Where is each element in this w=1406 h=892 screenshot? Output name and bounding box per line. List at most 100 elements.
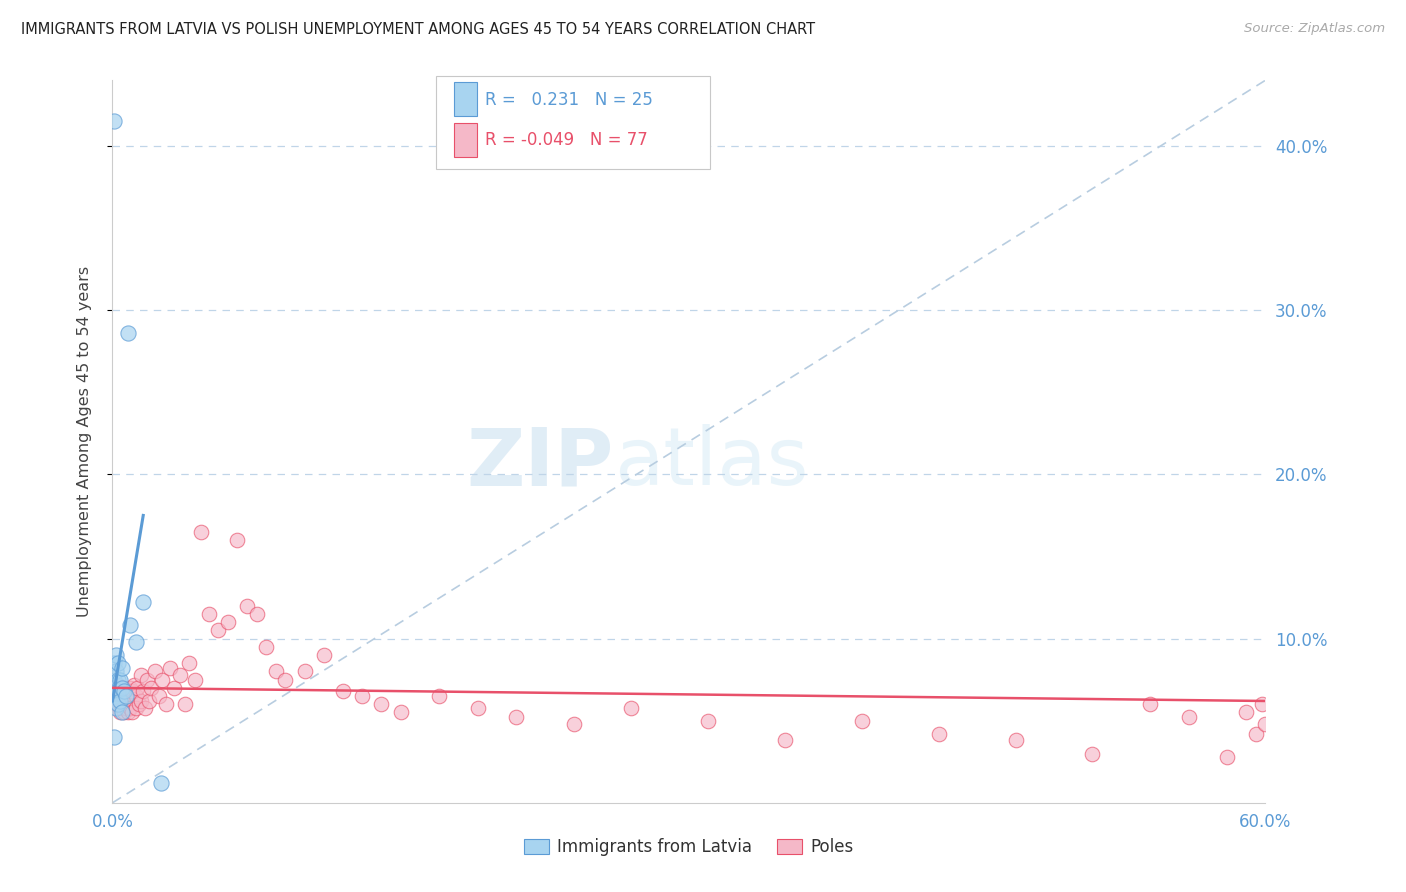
Text: R =   0.231   N = 25: R = 0.231 N = 25 (485, 91, 652, 109)
Point (773, 733, 796, 747)
Point (121, 684, 143, 698)
Point (105, 698, 128, 712)
Point (115, 700, 138, 714)
Point (117, 326, 139, 341)
Point (115, 684, 138, 698)
Text: ZIP: ZIP (467, 425, 614, 502)
Point (132, 684, 155, 698)
Point (389, 706, 412, 720)
Point (264, 665, 287, 679)
Point (127, 681, 149, 695)
Point (118, 618, 141, 632)
Point (115, 689, 138, 703)
Point (129, 667, 153, 681)
Point (138, 694, 160, 708)
Point (121, 706, 143, 720)
Text: Source: ZipAtlas.com: Source: ZipAtlas.com (1244, 22, 1385, 36)
Point (103, 730, 125, 744)
Point (107, 684, 129, 698)
Point (108, 673, 131, 687)
Point (620, 700, 643, 714)
Y-axis label: Unemployment Among Ages 45 to 54 years: Unemployment Among Ages 45 to 54 years (77, 266, 91, 617)
Point (226, 533, 249, 547)
Point (111, 706, 134, 720)
Point (108, 706, 131, 720)
Point (294, 665, 316, 679)
Point (118, 700, 141, 714)
Point (128, 698, 150, 712)
Point (107, 677, 129, 691)
Point (236, 599, 259, 613)
Point (108, 698, 131, 712)
Point (107, 698, 129, 712)
Point (1139, 698, 1161, 712)
Point (103, 681, 125, 695)
Point (217, 615, 239, 630)
Point (1004, 733, 1026, 747)
Point (370, 698, 392, 712)
Point (169, 667, 191, 681)
Point (124, 635, 146, 649)
Point (152, 673, 174, 687)
Point (1177, 710, 1199, 724)
Point (207, 624, 229, 638)
Text: R = -0.049   N = 77: R = -0.049 N = 77 (485, 131, 648, 150)
Point (118, 681, 141, 695)
Point (103, 681, 125, 695)
Point (117, 706, 139, 720)
Point (1216, 749, 1239, 764)
Point (107, 673, 129, 687)
Point (111, 700, 134, 714)
Point (928, 727, 950, 741)
Point (103, 657, 125, 671)
Point (103, 114, 125, 128)
Point (352, 689, 374, 703)
Point (467, 700, 489, 714)
Point (111, 661, 134, 675)
Point (174, 698, 197, 712)
Point (179, 657, 201, 671)
Point (254, 640, 277, 654)
Point (1244, 727, 1267, 741)
Point (1254, 717, 1277, 731)
Point (1250, 698, 1272, 712)
Point (103, 689, 125, 703)
Point (197, 607, 219, 621)
Point (112, 681, 135, 695)
Point (332, 684, 354, 698)
Point (132, 595, 155, 609)
Point (184, 673, 207, 687)
Point (190, 524, 212, 539)
Point (122, 677, 145, 691)
Point (112, 706, 135, 720)
Point (136, 673, 159, 687)
Text: IMMIGRANTS FROM LATVIA VS POLISH UNEMPLOYMENT AMONG AGES 45 TO 54 YEARS CORRELAT: IMMIGRANTS FROM LATVIA VS POLISH UNEMPLO… (21, 22, 815, 37)
Point (111, 689, 134, 703)
Point (505, 710, 527, 724)
Point (274, 673, 297, 687)
Point (312, 648, 335, 662)
Point (139, 681, 162, 695)
Point (851, 714, 873, 728)
Point (129, 694, 153, 708)
Point (107, 694, 129, 708)
Point (245, 607, 267, 621)
Point (148, 689, 170, 703)
Point (107, 657, 129, 671)
Legend: Immigrants from Latvia, Poles: Immigrants from Latvia, Poles (517, 831, 860, 863)
Point (163, 681, 186, 695)
Point (105, 689, 128, 703)
Point (562, 717, 585, 731)
Point (155, 698, 177, 712)
Point (427, 689, 450, 703)
Text: atlas: atlas (614, 425, 808, 502)
Point (697, 714, 720, 728)
Point (103, 673, 125, 687)
Point (105, 665, 128, 679)
Point (108, 684, 131, 698)
Point (111, 681, 134, 695)
Point (105, 700, 128, 714)
Point (124, 700, 146, 714)
Point (124, 689, 146, 703)
Point (112, 684, 135, 698)
